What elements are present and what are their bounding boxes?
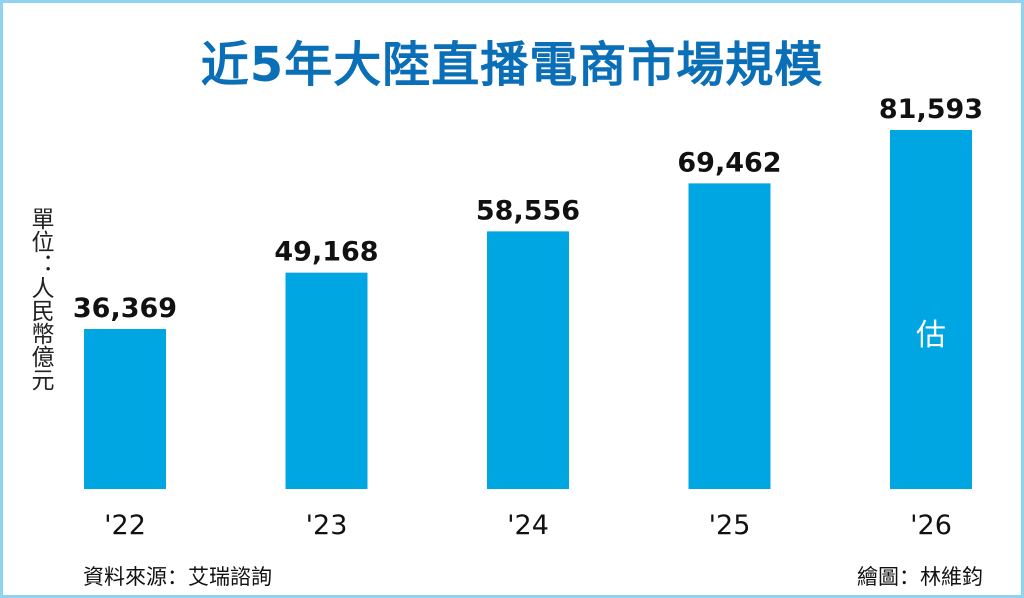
chart-title: 近5年大陸直播電商市場規模: [200, 37, 824, 93]
x-tick-label-3: '25: [709, 510, 751, 541]
bar-3: [688, 183, 771, 489]
x-tick-label-2: '24: [507, 510, 549, 541]
bar-4: [890, 130, 972, 489]
bar-value-label-3: 69,462: [677, 147, 781, 178]
x-tick-label-4: '26: [910, 510, 952, 541]
bar-1: [285, 272, 368, 489]
bar-2: [487, 231, 569, 489]
x-tick-label-1: '23: [306, 510, 348, 541]
data-source-note: 資料來源：艾瑞諮詢: [83, 565, 272, 589]
estimate-annotation: 估: [916, 318, 946, 353]
y-axis-unit-label: 單位：人民幣億元: [27, 207, 53, 391]
bar-value-label-2: 58,556: [476, 195, 580, 226]
bar-value-label-4: 81,593: [879, 94, 983, 125]
x-tick-label-0: '22: [104, 510, 146, 541]
bar-value-label-1: 49,168: [274, 237, 378, 268]
bar-chart: 36,369 '22 49,168 '23 58,556 '24 69,462 '25 81,5…: [73, 94, 983, 541]
bar-0: [84, 328, 166, 489]
graphic-credit: 繪圖：林維鈞: [857, 565, 983, 589]
bar-value-label-0: 36,369: [73, 293, 177, 324]
